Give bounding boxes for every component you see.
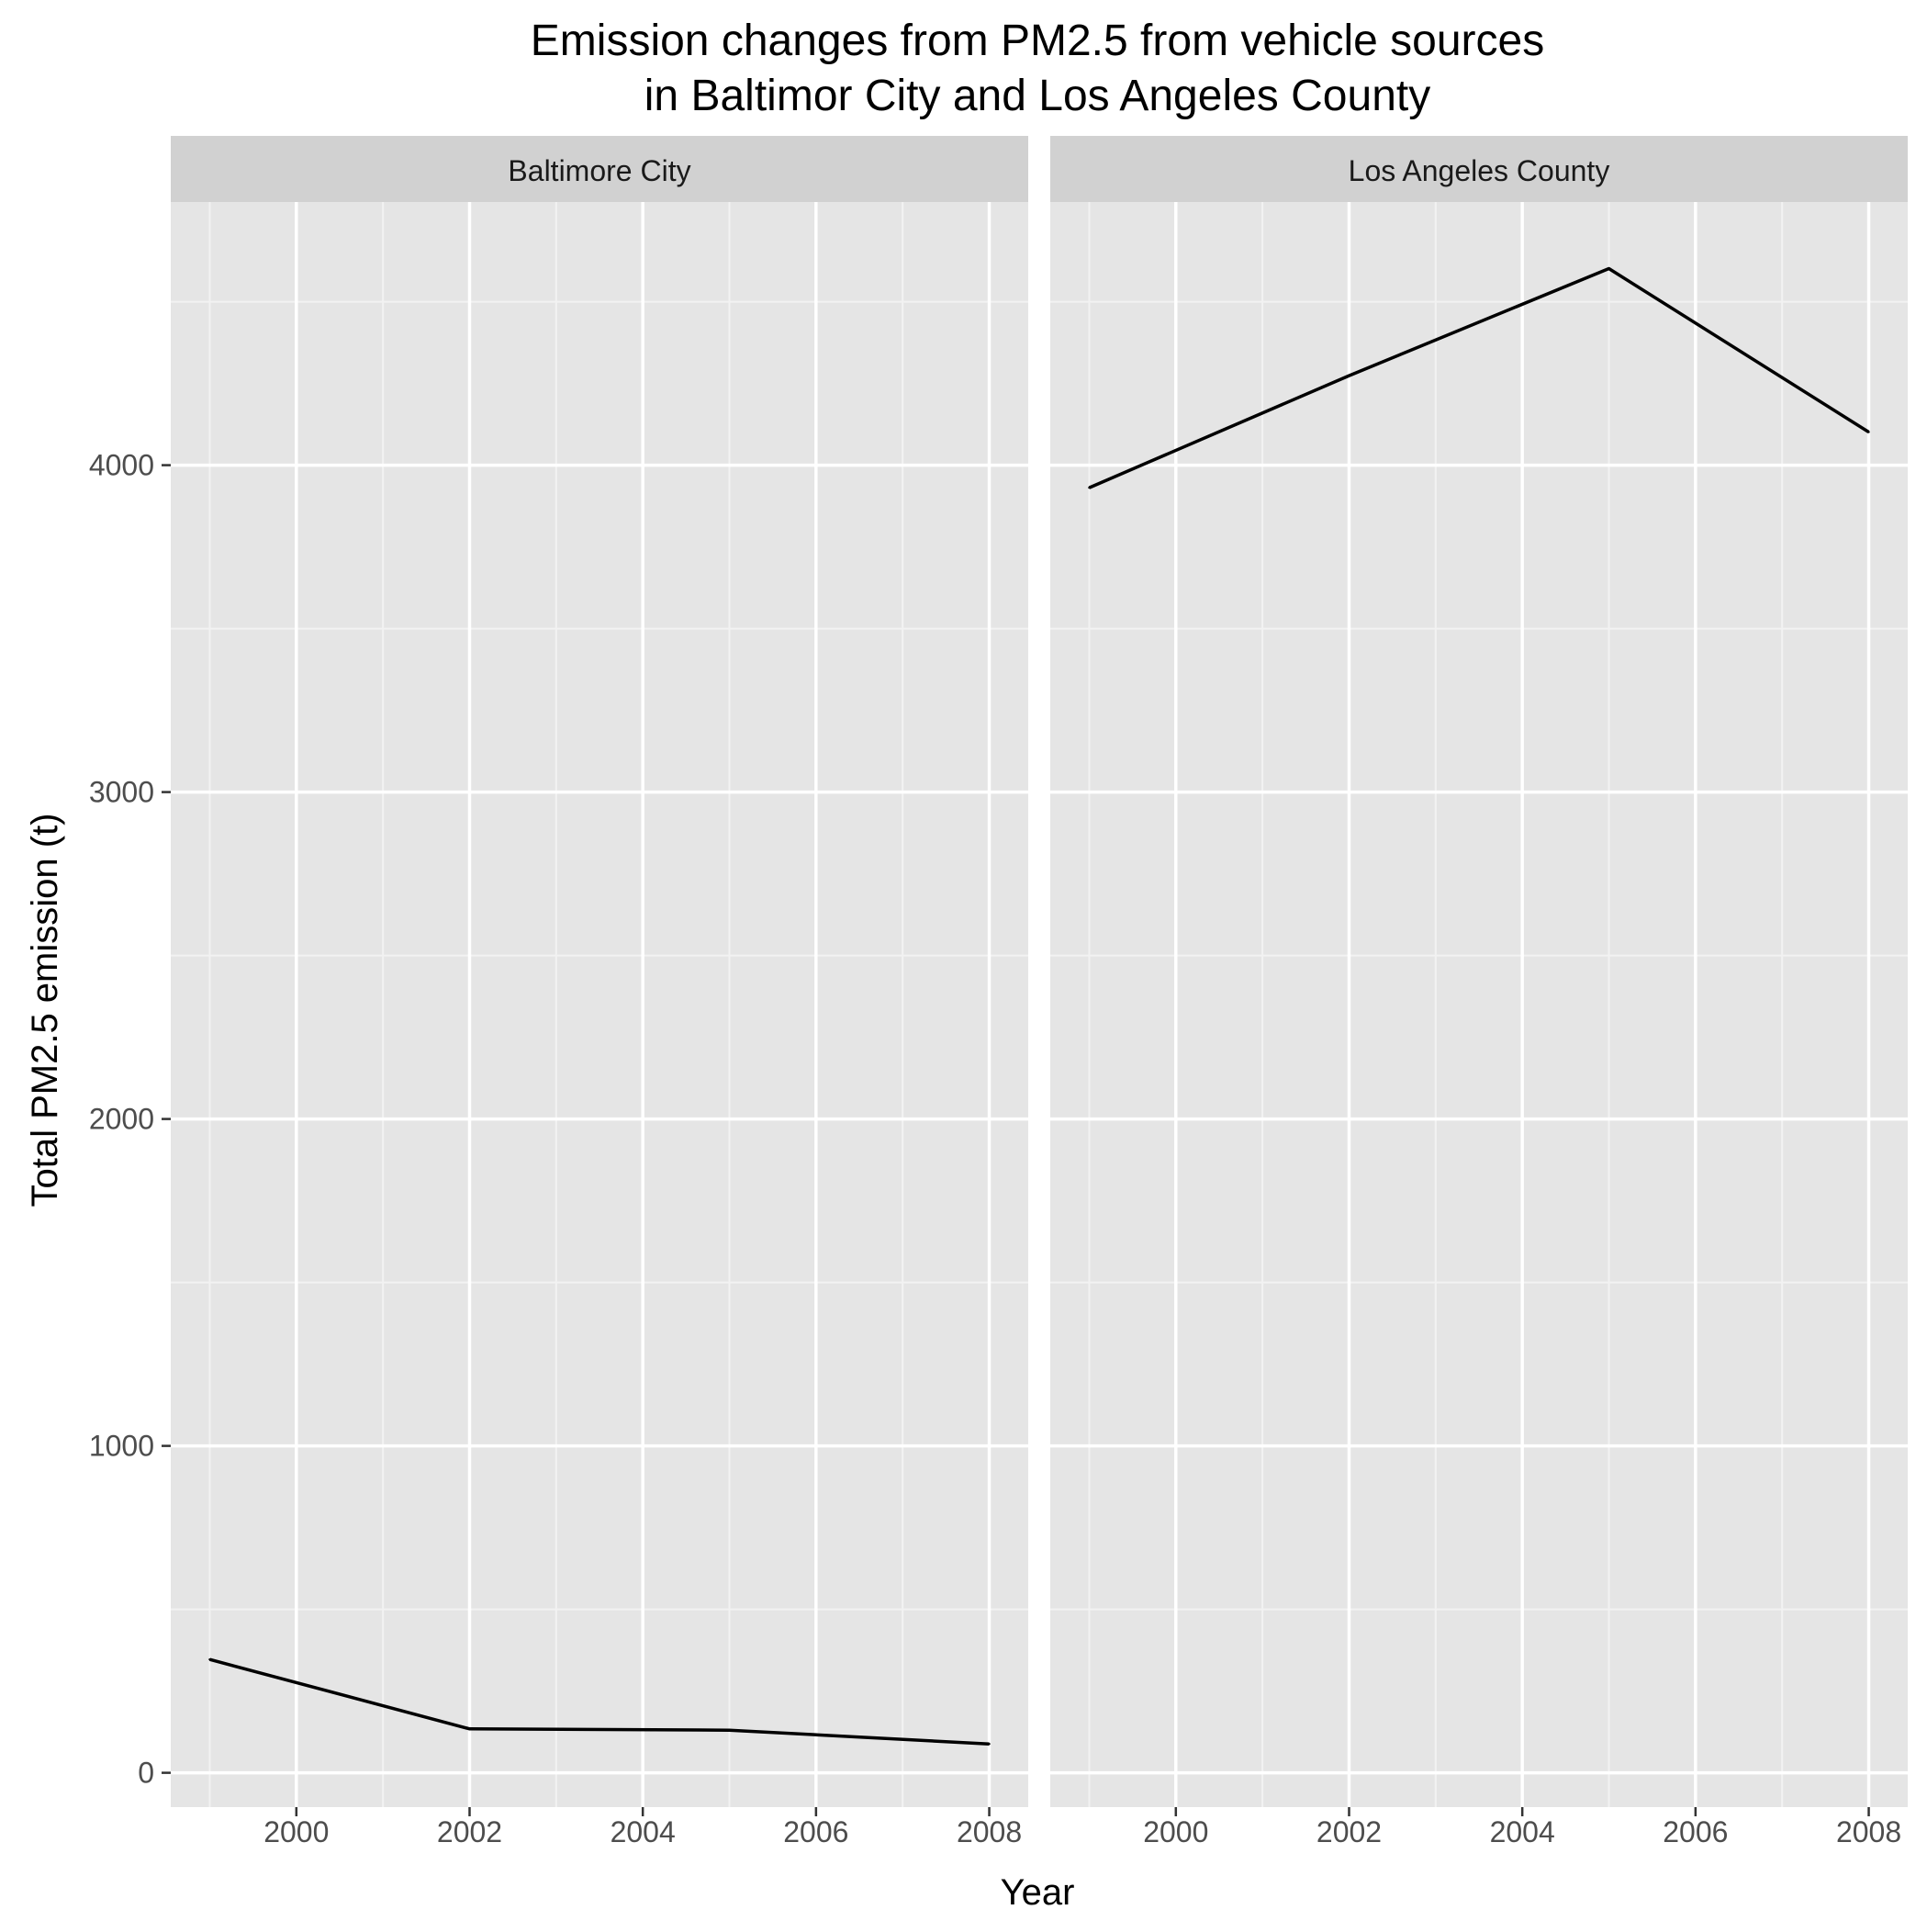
data-point [1348,374,1350,377]
facet-strip-label: Baltimore City [508,154,690,187]
x-tick-label: 2000 [263,1815,329,1848]
facet-strip-label: Los Angeles County [1349,154,1610,187]
y-tick-label: 4000 [89,449,154,482]
panel-0: Baltimore City 2000 2002 2004 2006 2008 0 1000 2… [89,136,1028,1848]
y-tick-label: 3000 [89,776,154,809]
x-tick-label: 2004 [611,1815,676,1848]
data-point [1867,431,1870,433]
panel-background [171,202,1028,1807]
series-line [209,1657,990,1746]
panel-1: Los Angeles County 2000 2002 2004 2006 2008 [1050,136,1908,1848]
facet-strip [1050,136,1908,202]
chart-title-line-2: in Baltimor City and Los Angeles County [644,72,1430,120]
y-axis-label: Total PM2.5 emission (t) [25,813,65,1207]
x-tick-label: 2008 [957,1815,1022,1848]
x-tick-label: 2002 [1316,1815,1382,1848]
panels-layer: Baltimore City 2000 2002 2004 2006 2008 0 1000 2… [89,136,1908,1848]
data-point [1088,486,1091,489]
y-tick-label: 2000 [89,1103,154,1136]
x-tick-label: 2002 [437,1815,502,1848]
data-point [988,1742,991,1746]
series-line [1088,266,1870,489]
x-axis-label: Year [1001,1872,1075,1913]
y-tick-label: 1000 [89,1430,154,1463]
data-point [468,1727,471,1731]
x-tick-label: 2008 [1836,1815,1901,1848]
panel-background [1050,202,1908,1807]
x-tick-label: 2004 [1490,1815,1555,1848]
facet-strip [171,136,1028,202]
x-tick-label: 2006 [1663,1815,1728,1848]
data-point [208,1657,211,1661]
y-tick-label: 0 [138,1757,154,1790]
data-point [1608,267,1610,270]
data-point [728,1728,731,1732]
chart-title-line-1: Emission changes from PM2.5 from vehicle… [531,17,1544,65]
x-tick-label: 2006 [783,1815,848,1848]
x-tick-label: 2000 [1143,1815,1208,1848]
